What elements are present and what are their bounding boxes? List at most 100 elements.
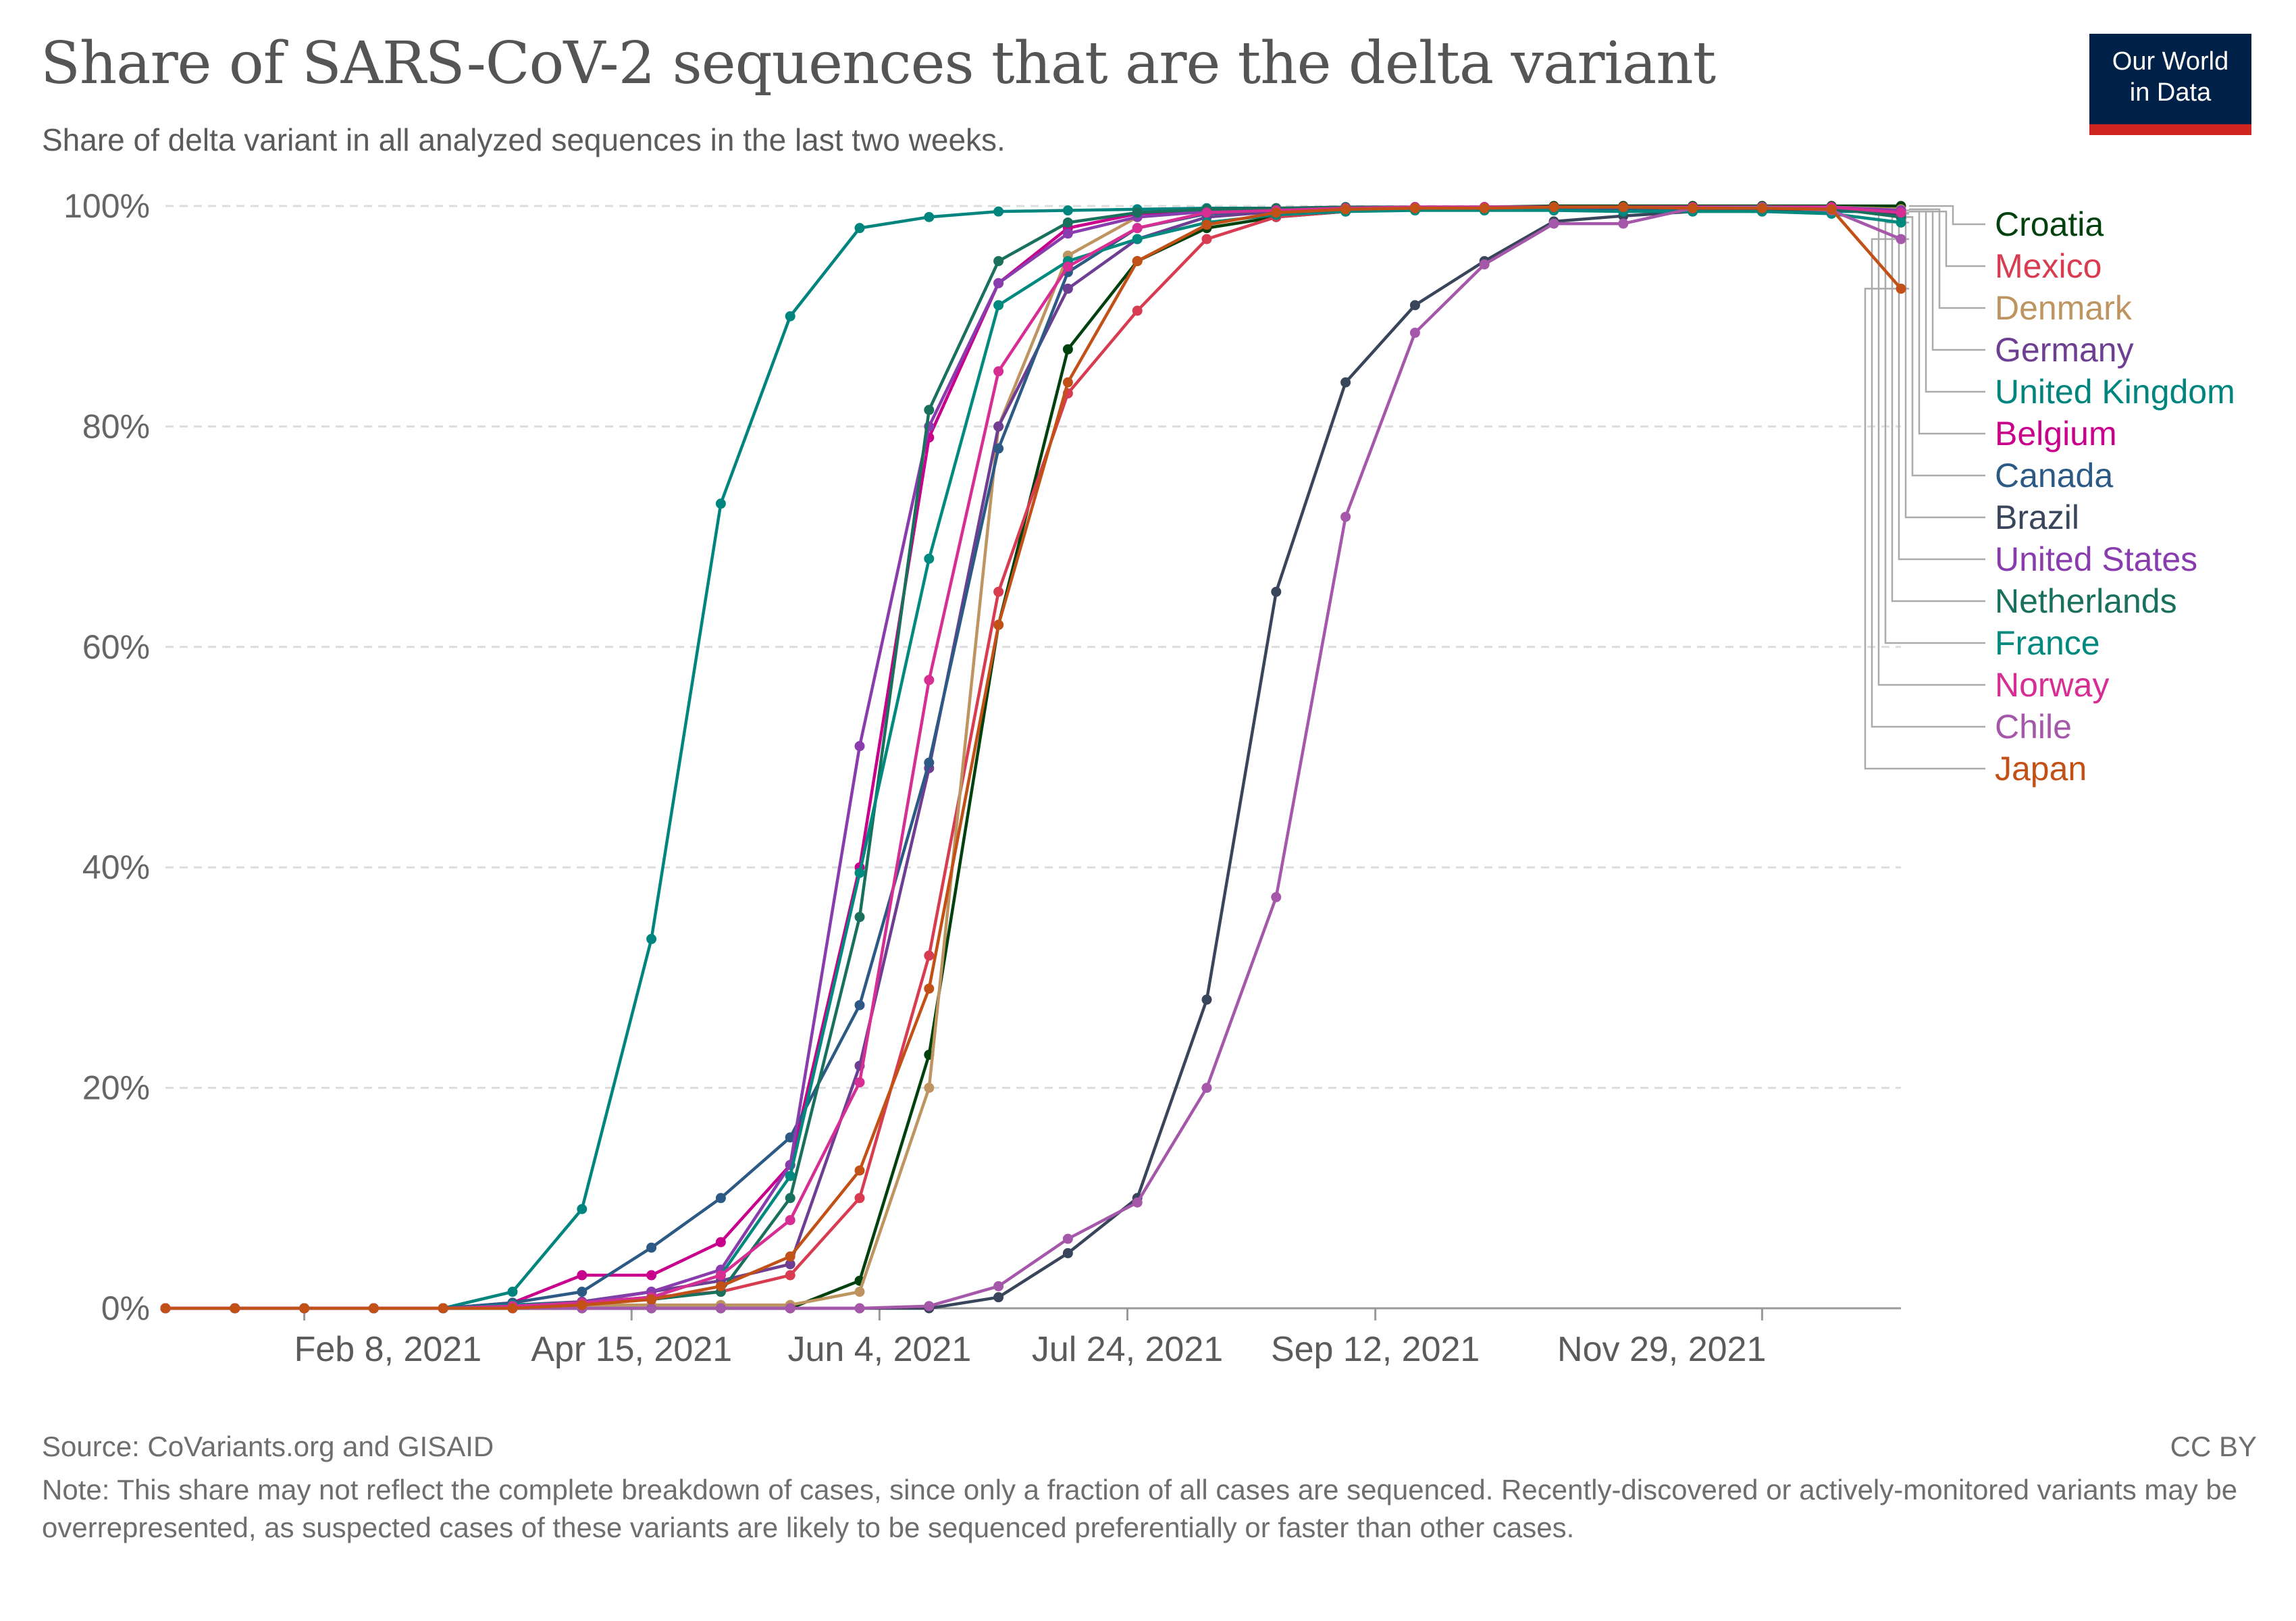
series-line [165,204,1901,1310]
data-point [993,443,1004,454]
logo-accent-bar [2089,124,2251,135]
data-point [299,1303,310,1314]
legend-label: Japan [1995,750,2087,788]
data-point [715,498,726,509]
data-point [1826,204,1837,215]
data-point [715,1193,726,1204]
data-point [1479,259,1490,269]
data-point [1201,220,1212,230]
series-brazil [160,204,1906,1314]
series-croatia [160,201,1906,1314]
data-point [1271,207,1282,218]
y-tick-label: 60% [82,628,150,666]
data-point [924,405,935,415]
x-tick-label: Feb 8, 2021 [294,1330,482,1369]
data-point [1201,234,1212,245]
legend-connector [1909,208,1985,309]
data-point [1201,994,1212,1005]
y-tick-label: 40% [82,848,150,886]
data-point [368,1303,379,1314]
data-point [715,1281,726,1291]
data-point [1132,1197,1143,1208]
data-point [1201,1083,1212,1093]
legend-label: Norway [1995,666,2109,704]
line-chart: 0% 20% 40% 60% 80% 100% Feb 8, 2021 Apr 15, 20… [63,187,2235,1369]
series-line [165,205,1902,1310]
data-point [507,1287,518,1297]
data-point [924,950,935,961]
data-point [785,311,795,321]
data-point [646,1270,657,1281]
data-point [1340,511,1351,522]
y-axis-ticks: 0% 20% 40% 60% 80% 100% [63,187,150,1327]
data-point [1896,234,1906,245]
series-line [165,205,1902,1310]
grid-lines [165,205,1901,1089]
legend-label: Netherlands [1995,582,2177,620]
legend-connector [1909,216,1985,477]
data-point [924,675,935,686]
data-point [993,206,1004,217]
data-point [646,1294,657,1305]
data-point [646,933,657,944]
license-label[interactable]: CC BY [2170,1431,2257,1462]
data-point [1062,228,1073,239]
legend-label: Canada [1995,457,2113,494]
legend-label: Chile [1995,708,2072,746]
data-point [1548,202,1559,213]
series-france [160,205,1906,1314]
data-point [785,1251,795,1262]
data-point [438,1303,448,1314]
data-point [646,1242,657,1253]
data-point [1409,203,1420,213]
data-point [577,1300,588,1310]
data-point [1132,207,1143,218]
x-tick-label: Jun 4, 2021 [787,1330,971,1369]
data-point [1062,217,1073,228]
data-point [1132,234,1143,245]
data-point [1896,217,1906,228]
data-point [785,1170,795,1181]
data-point [577,1204,588,1214]
y-tick-label: 100% [63,187,150,225]
data-point [1618,218,1629,229]
data-point [1132,305,1143,316]
data-point [1479,203,1490,213]
data-point [993,1281,1004,1291]
data-point [1062,261,1073,272]
x-tick-label: Sep 12, 2021 [1271,1330,1480,1369]
series-line [165,207,1902,1310]
legend-connector [1909,210,1985,435]
x-tick-label: Nov 29, 2021 [1557,1330,1766,1369]
data-point [1756,203,1767,213]
chart-title: Share of SARS-CoV-2 sequences that are t… [41,30,1716,97]
legend-connector [1909,210,1985,267]
series-japan [160,202,1906,1314]
data-point [715,1237,726,1247]
data-point [854,1000,865,1010]
data-point [507,1303,518,1314]
data-point [1062,377,1073,388]
data-point [854,912,865,923]
footnote: Note: This share may not reflect the com… [42,1474,2238,1543]
data-point [160,1303,171,1314]
data-point [715,1303,726,1314]
data-point [993,300,1004,311]
data-point [785,1214,795,1225]
series-united-kingdom [160,203,1906,1314]
legend-label: Denmark [1995,289,2133,327]
legend-connector [1909,205,1985,226]
data-point [1062,344,1073,355]
data-point [1340,377,1351,388]
series-line [165,205,1902,1310]
data-point [993,586,1004,597]
legend-label: United States [1995,540,2197,578]
series-lines [160,201,1906,1314]
owid-logo[interactable]: Our World in Data [2089,34,2251,135]
series-united-states [160,202,1906,1314]
data-point [924,1083,935,1093]
logo-line-1: Our World [2112,47,2229,76]
data-point [1896,283,1906,294]
data-point [1201,207,1212,218]
data-point [924,211,935,222]
